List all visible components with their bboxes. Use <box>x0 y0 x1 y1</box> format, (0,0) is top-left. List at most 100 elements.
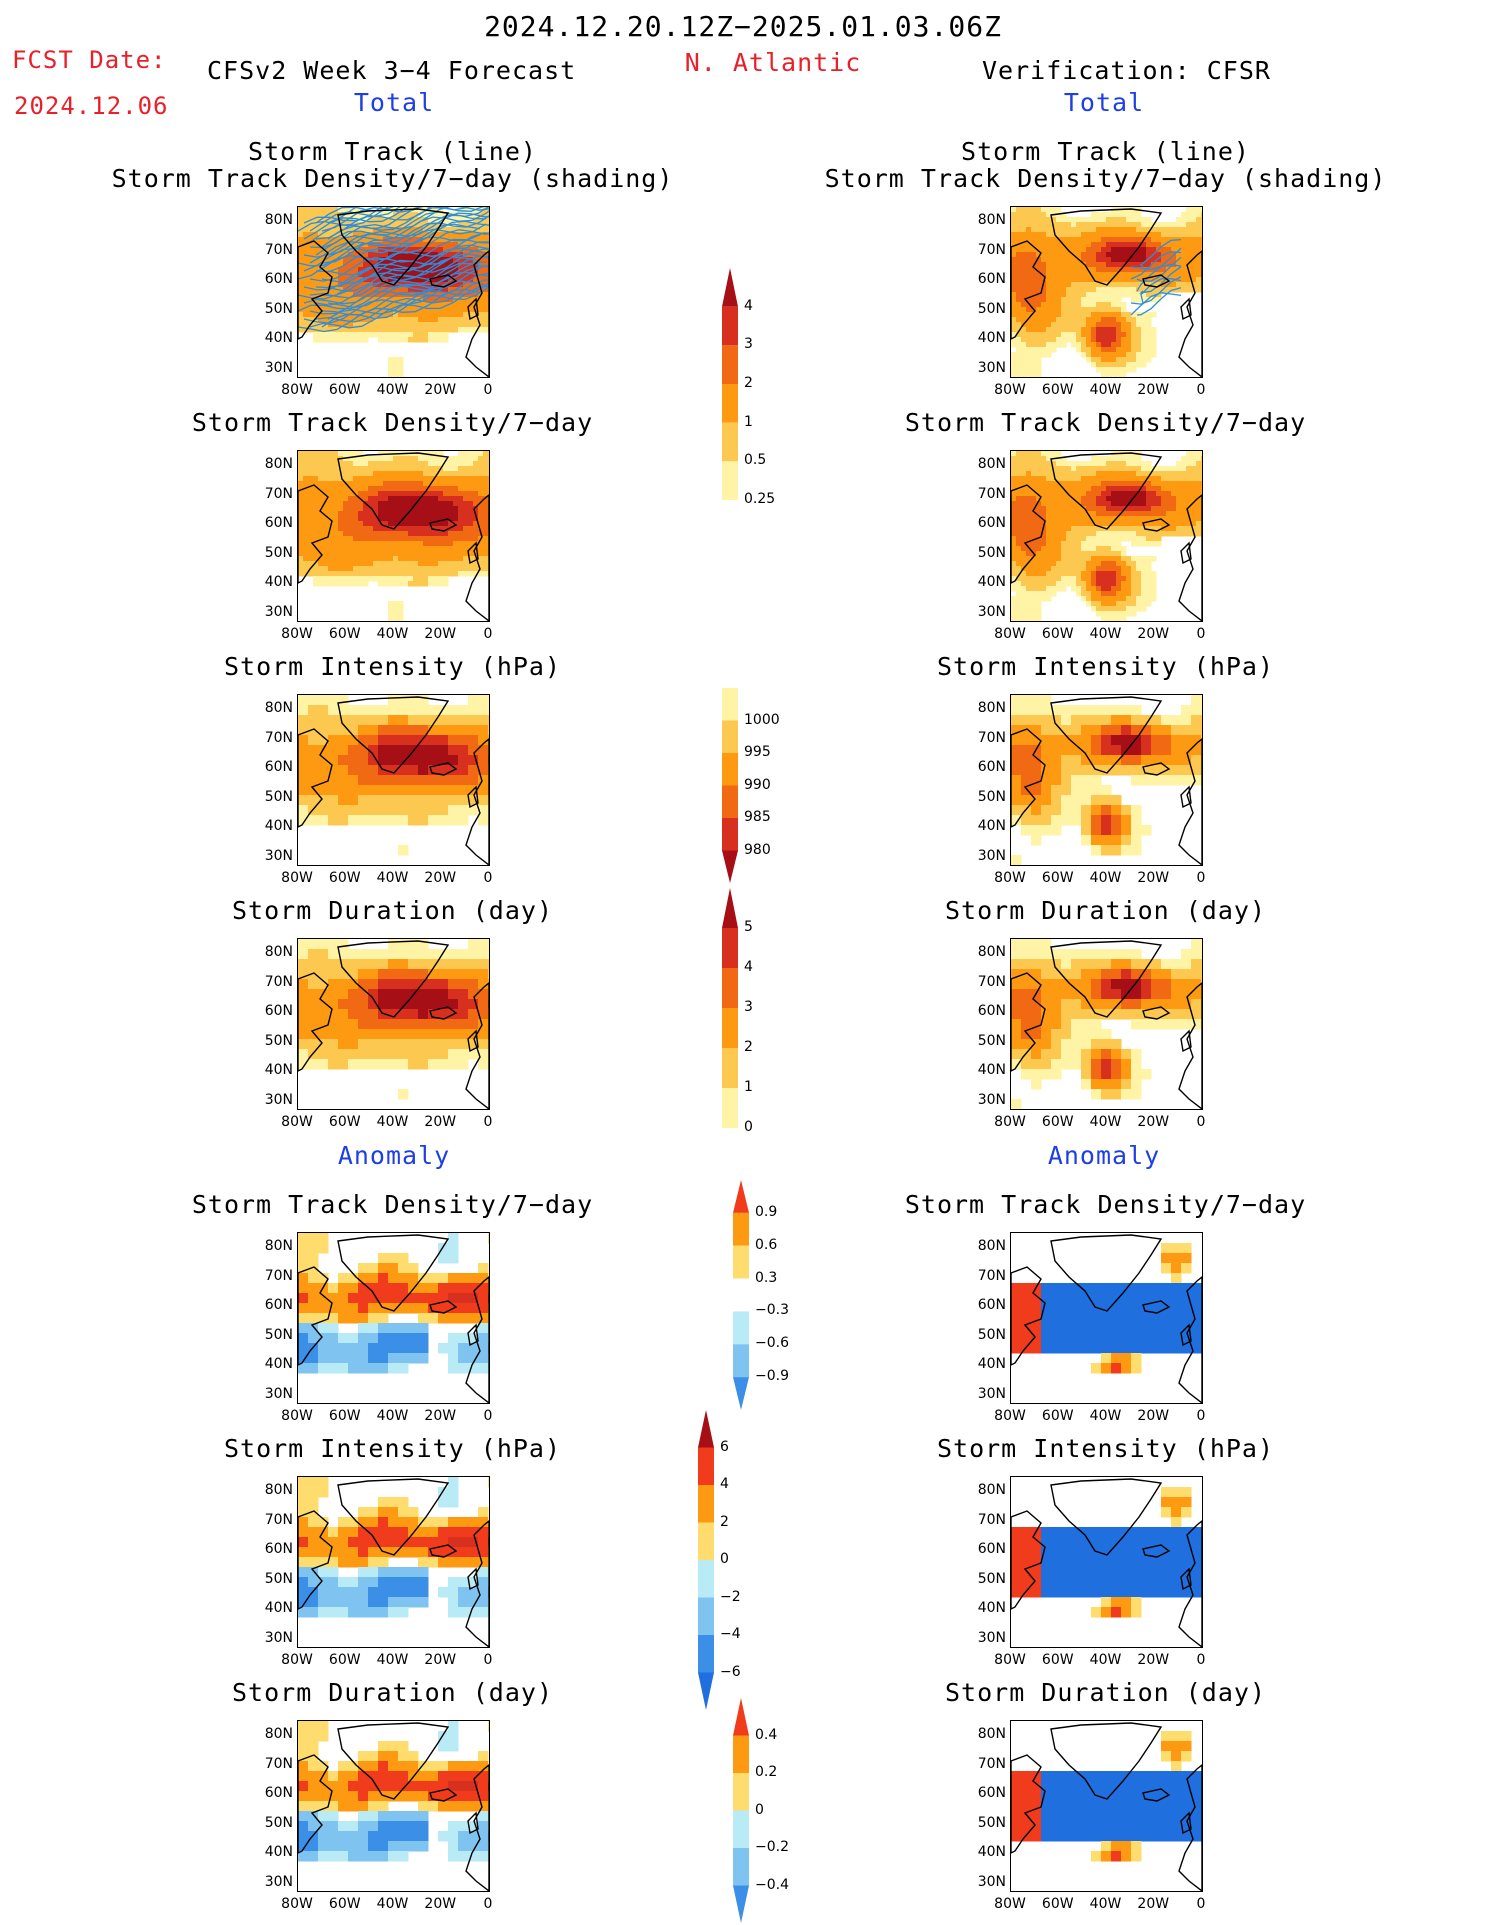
shading-cell <box>1036 347 1042 353</box>
shading-cell <box>1121 212 1127 218</box>
shading-cell <box>423 307 429 313</box>
shading-cell <box>1151 247 1157 253</box>
shading-cell <box>318 765 329 776</box>
shading-cell <box>1201 222 1202 228</box>
shading-cell <box>358 1761 369 1772</box>
shading-cell <box>1076 307 1082 313</box>
shading-cell <box>433 541 439 547</box>
shading-cell <box>373 252 379 258</box>
shading-cell <box>298 476 304 482</box>
shading-cell <box>448 466 454 472</box>
shading-cell <box>328 1781 339 1792</box>
shading-cell <box>413 506 419 512</box>
shading-cell <box>398 516 404 522</box>
shading-cell <box>1131 262 1137 268</box>
shading-cell <box>1161 267 1167 273</box>
shading-cell <box>423 247 429 253</box>
shading-cell <box>348 217 354 223</box>
shading-cell <box>1156 481 1162 487</box>
shading-cell <box>383 571 389 577</box>
shading-cell <box>433 317 439 323</box>
shading-cell <box>378 1821 389 1832</box>
shading-cell <box>1086 471 1092 477</box>
shading-cell <box>1101 242 1107 248</box>
shading-cell <box>1021 367 1027 373</box>
shading-cell <box>468 282 474 288</box>
shading-cell <box>1061 297 1067 303</box>
shading-cell <box>313 526 319 532</box>
shading-cell <box>353 526 359 532</box>
shading-cell <box>418 307 424 313</box>
shading-cell <box>448 949 459 960</box>
shading-cell <box>1071 486 1077 492</box>
shading-cell <box>1016 332 1022 338</box>
shading-cell <box>1096 277 1102 283</box>
shading-cell <box>1076 496 1082 502</box>
shading-cell <box>1046 491 1052 497</box>
shading-cell <box>393 566 399 572</box>
shading-cell <box>323 486 329 492</box>
shading-cell <box>408 541 414 547</box>
shading-cell <box>308 327 314 333</box>
fcst-date-value: 2024.12.06 <box>14 92 169 120</box>
shading-cell <box>478 212 484 218</box>
lat-tick-label: 60N <box>264 1541 293 1557</box>
shading-cell <box>1011 227 1017 233</box>
shading-cell <box>358 536 364 542</box>
shading-cell <box>1036 212 1042 218</box>
shading-cell <box>348 775 359 786</box>
uk-coastline <box>467 1811 479 1835</box>
shading-cell <box>458 775 469 786</box>
shading-cell <box>453 506 459 512</box>
shading-cell <box>383 561 389 567</box>
shading-cell <box>1181 471 1187 477</box>
shading-cell <box>373 561 379 567</box>
shading-cell <box>488 715 489 726</box>
shading-cell <box>358 337 364 343</box>
lon-tick-label: 20W <box>424 870 457 886</box>
shading-cell <box>1026 357 1032 363</box>
shading-cell <box>1051 242 1057 248</box>
shading-cell <box>363 571 369 577</box>
shading-cell <box>1136 327 1142 333</box>
shading-cell <box>488 1233 489 1244</box>
shading-cell <box>308 312 314 318</box>
shading-cell <box>458 755 469 766</box>
shading-cell <box>1096 337 1102 343</box>
shading-cell <box>1086 486 1092 492</box>
shading-cell <box>353 546 359 552</box>
shading-cell <box>378 536 384 542</box>
shading-cell <box>358 1851 369 1862</box>
shading-cell <box>1041 466 1047 472</box>
shading-cell <box>458 1343 469 1354</box>
shading-cell <box>1096 287 1102 293</box>
shading-cell <box>468 461 474 467</box>
shading-cell <box>308 715 319 726</box>
shading-cell <box>438 282 444 288</box>
shading-cell <box>378 466 384 472</box>
shading-cell <box>1126 222 1132 228</box>
canada-coastline <box>298 972 333 1072</box>
shading-cell <box>1041 252 1047 258</box>
shading-cell <box>1031 302 1037 308</box>
shading-cell <box>358 1781 369 1792</box>
shading-cell <box>308 207 314 213</box>
shading-cell <box>358 1343 369 1354</box>
shading-cell <box>1101 352 1107 358</box>
shading-cell <box>333 566 339 572</box>
shading-cell <box>348 1557 359 1568</box>
shading-cell <box>338 531 344 537</box>
shading-cell <box>1101 367 1107 373</box>
shading-cell <box>348 725 359 736</box>
shading-cell <box>1016 232 1022 238</box>
shading-cell <box>348 526 354 532</box>
shading-cell <box>303 546 309 552</box>
shading-cell <box>303 566 309 572</box>
left-map-3-shading <box>298 695 489 865</box>
shading-cell <box>1021 337 1027 343</box>
shading-cell <box>468 561 474 567</box>
shading-cell <box>373 551 379 557</box>
shading-cell <box>408 1547 419 1558</box>
right-map-1-shading <box>1011 207 1202 377</box>
shading-cell <box>378 1801 389 1812</box>
